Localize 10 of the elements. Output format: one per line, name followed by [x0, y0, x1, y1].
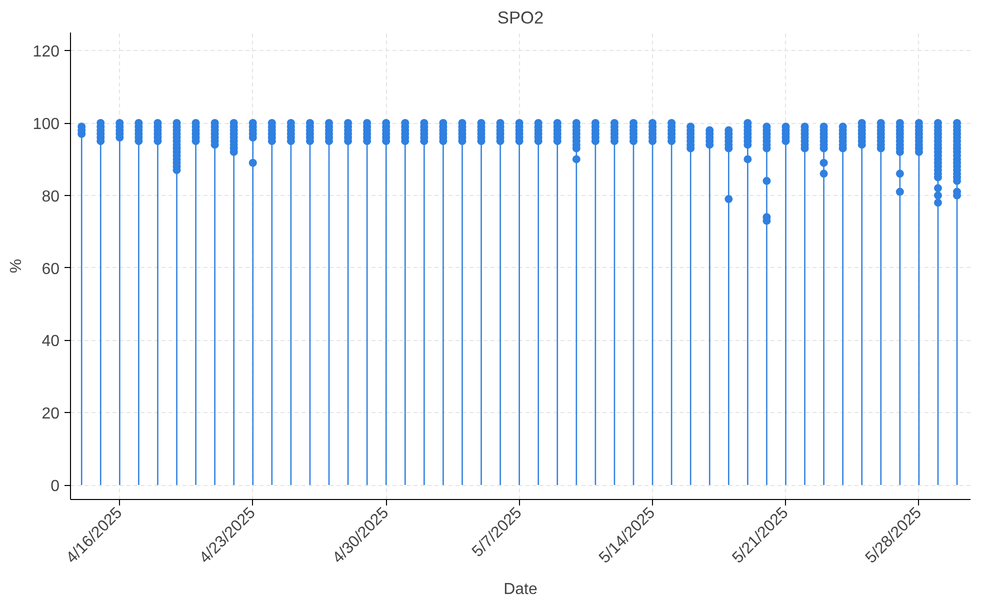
y-tick-label: 80: [42, 188, 60, 206]
chart-title: SPO2: [497, 8, 544, 28]
y-axis-title: %: [8, 258, 25, 274]
y-tick-label: 40: [42, 333, 60, 350]
y-tick-label: 0: [50, 478, 60, 496]
x-axis-title: Date: [504, 580, 538, 598]
y-tick-label: 60: [42, 260, 60, 278]
y-tick-label: 120: [32, 44, 60, 61]
y-tick-label: 20: [42, 406, 60, 423]
y-tick-label: 100: [32, 116, 60, 134]
